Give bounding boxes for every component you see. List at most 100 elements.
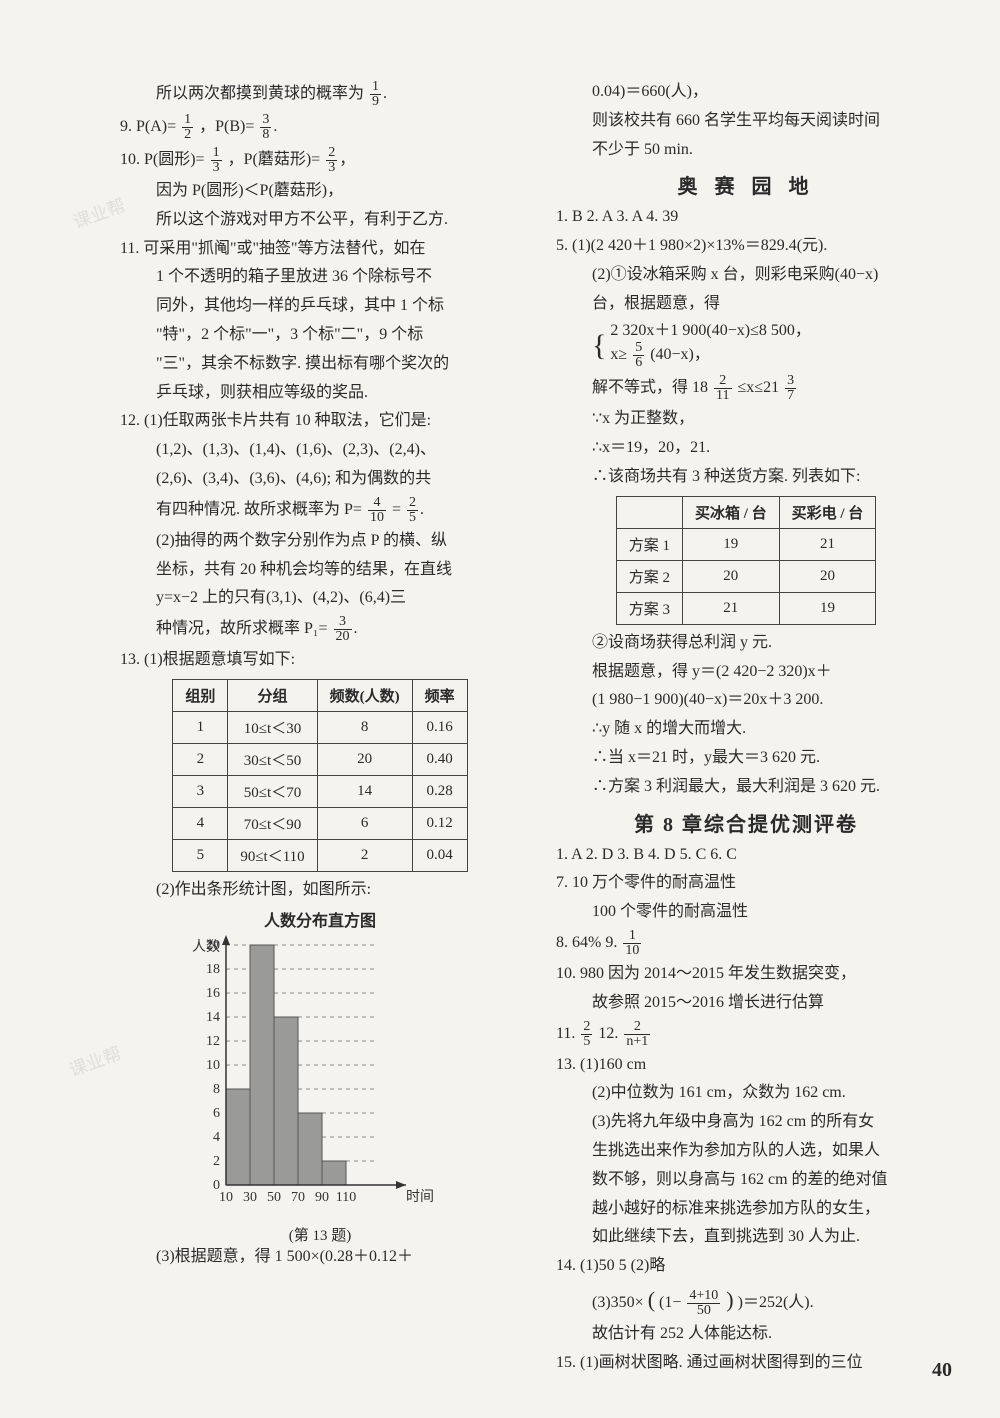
text: 11. <box>556 1025 579 1042</box>
text: 100 个零件的耐高温性 <box>556 900 936 925</box>
text: 同外，其他均一样的乒乓球，其中 1 个标 <box>120 294 520 319</box>
problem-10: 10. P(圆形)= 13 ，P(蘑菇形)= 23， <box>120 146 520 175</box>
problem-11: 11. 可采用"抓阄"或"抽签"等方法替代，如在 <box>120 237 520 262</box>
plan-table: 买冰箱 / 台买彩电 / 台方案 11921方案 22020方案 32119 <box>616 496 877 625</box>
text: ≤x≤21 <box>738 380 780 397</box>
fraction: 19 <box>370 80 381 109</box>
fraction: 25 <box>407 496 418 525</box>
text: 14. (1)50 5 (2)略 <box>556 1254 936 1279</box>
text: ∴该商场共有 3 种送货方案. 列表如下: <box>556 465 936 490</box>
text: 1. B 2. A 3. A 4. 39 <box>556 205 936 230</box>
page-columns: 所以两次都摸到黄球的概率为 19. 9. P(A)= 12 ，P(B)= 38.… <box>120 80 940 1379</box>
text: y=x−2 上的只有(3,1)、(4,2)、(6,4)三 <box>120 586 520 611</box>
text: 所以这个游戏对甲方不公平，有利于乙方. <box>120 208 520 233</box>
text: (2)抽得的两个数字分别作为点 P 的横、纵 <box>120 529 520 554</box>
text: 10. P(圆形)= <box>120 151 205 168</box>
text: 种情况，故所求概率 P₁= <box>156 620 328 637</box>
svg-text:90: 90 <box>315 1190 329 1205</box>
text: x≥ <box>610 347 627 364</box>
svg-text:12: 12 <box>206 1034 220 1049</box>
svg-text:6: 6 <box>213 1106 220 1121</box>
svg-text:4: 4 <box>213 1130 220 1145</box>
fraction: 320 <box>334 615 352 644</box>
text: 解不等式，得 18 <box>592 380 708 397</box>
text: 因为 P(圆形)＜P(蘑菇形)， <box>120 179 520 204</box>
equation-system: { 2 320x＋1 900(40−x)≤8 500， x≥ 56 (40−x)… <box>556 321 936 371</box>
text: 如此继续下去，直到挑选到 30 人为止. <box>556 1225 936 1250</box>
svg-text:14: 14 <box>206 1010 220 1025</box>
section-title-ch8: 第 8 章综合提优测评卷 <box>556 808 936 837</box>
text: (3)350× <box>592 1294 644 1311</box>
svg-text:18: 18 <box>206 962 220 977</box>
text: 数不够，则以身高与 162 cm 的差的绝对值 <box>556 1168 936 1193</box>
text: 所以两次都摸到黄球的概率为 <box>156 85 364 102</box>
svg-text:20: 20 <box>206 938 220 953</box>
text: ∴当 x＝21 时，y最大＝3 620 元. <box>556 746 936 771</box>
text: 台，根据题意，得 <box>556 292 936 317</box>
text: 7. 10 万个零件的耐高温性 <box>556 871 936 896</box>
text: 11. 25 12. 2n+1 <box>556 1020 936 1049</box>
text: (2,6)、(3,4)、(3,6)、(4,6); 和为偶数的共 <box>120 467 520 492</box>
text: (1 980−1 900)(40−x)＝20x＋3 200. <box>556 688 936 713</box>
text: ，P(蘑菇形)= <box>228 151 321 168</box>
fraction: 23 <box>326 146 337 175</box>
histogram-title: 人数分布直方图 <box>120 907 520 931</box>
text: 根据题意，得 y＝(2 420−2 320)x＋ <box>556 660 936 685</box>
problem-13: 13. (1)根据题意填写如下: <box>120 648 520 673</box>
frequency-table: 组别分组频数(人数)频率110≤t＜3080.16230≤t＜50200.403… <box>172 679 467 872</box>
text: 1. A 2. D 3. B 4. D 5. C 6. C <box>556 843 936 868</box>
text: 15. (1)画树状图略. 通过画树状图得到的三位 <box>556 1351 936 1376</box>
fraction: 13 <box>211 146 222 175</box>
text: (1,2)、(1,3)、(1,4)、(1,6)、(2,3)、(2,4)、 <box>120 438 520 463</box>
problem-12: 12. (1)任取两张卡片共有 10 种取法，它们是: <box>120 409 520 434</box>
text: 0.04)＝660(人)， <box>556 80 936 105</box>
svg-text:16: 16 <box>206 986 220 1001</box>
fraction: 410 <box>368 496 386 525</box>
svg-text:70: 70 <box>291 1190 305 1205</box>
text: (1− <box>659 1294 681 1311</box>
text: 12. <box>598 1025 622 1042</box>
svg-text:时间: 时间 <box>406 1189 434 1205</box>
text: (40−x)， <box>650 347 710 364</box>
text: 故估计有 252 人体能达标. <box>556 1322 936 1347</box>
text: 8. 64% 9. <box>556 934 621 951</box>
text: ∴方案 3 利润最大，最大利润是 3 620 元. <box>556 775 936 800</box>
text: ∵x 为正整数， <box>556 407 936 432</box>
fraction: 2n+1 <box>624 1020 650 1049</box>
text: (2)①设冰箱采购 x 台，则彩电采购(40−x) <box>556 263 936 288</box>
text: 则该校共有 660 名学生平均每天阅读时间 <box>556 109 936 134</box>
text: ∴x＝19，20，21. <box>556 436 936 461</box>
text: "三"，其余不标数字. 摸出标有哪个奖次的 <box>120 352 520 377</box>
fraction: 211 <box>714 374 731 403</box>
histogram: 人数024681012141618201030507090110时间 <box>120 935 520 1220</box>
figure-caption: (第 13 题) <box>120 1224 520 1245</box>
text: 不少于 50 min. <box>556 138 936 163</box>
fraction: 12 <box>182 113 193 142</box>
watermark: 课业帮 <box>65 1040 125 1083</box>
svg-text:10: 10 <box>219 1190 233 1205</box>
text: 乒乓球，则获相应等级的奖品. <box>120 381 520 406</box>
text: 越小越好的标准来挑选参加方队的女生， <box>556 1197 936 1222</box>
right-column: 0.04)＝660(人)， 则该校共有 660 名学生平均每天阅读时间 不少于 … <box>556 80 936 1379</box>
page-number: 40 <box>932 1359 952 1382</box>
fraction: 56 <box>633 341 644 370</box>
text: (2)作出条形统计图，如图所示: <box>120 878 520 903</box>
text: 解不等式，得 18 211 ≤x≤21 37 <box>556 374 936 403</box>
svg-text:50: 50 <box>267 1190 281 1205</box>
text: 种情况，故所求概率 P₁= 320. <box>120 615 520 644</box>
fraction: 4+1050 <box>687 1289 720 1318</box>
text: )＝252(人). <box>738 1294 814 1311</box>
svg-text:2: 2 <box>213 1154 220 1169</box>
text: 8. 64% 9. 110 <box>556 929 936 958</box>
text: = <box>392 501 401 518</box>
problem-9: 9. P(A)= 12 ，P(B)= 38. <box>120 113 520 142</box>
text: 10. 980 因为 2014～2015 年发生数据突变， <box>556 962 936 987</box>
text: 13. (1)160 cm <box>556 1053 936 1078</box>
text: 所以两次都摸到黄球的概率为 19. <box>120 80 520 109</box>
svg-text:30: 30 <box>243 1190 257 1205</box>
text: 5. (1)(2 420＋1 980×2)×13%＝829.4(元). <box>556 234 936 259</box>
svg-text:8: 8 <box>213 1082 220 1097</box>
text: (2)中位数为 161 cm，众数为 162 cm. <box>556 1081 936 1106</box>
text: 有四种情况. 故所求概率为 P= <box>156 501 362 518</box>
text: ，P(B)= <box>199 118 254 135</box>
